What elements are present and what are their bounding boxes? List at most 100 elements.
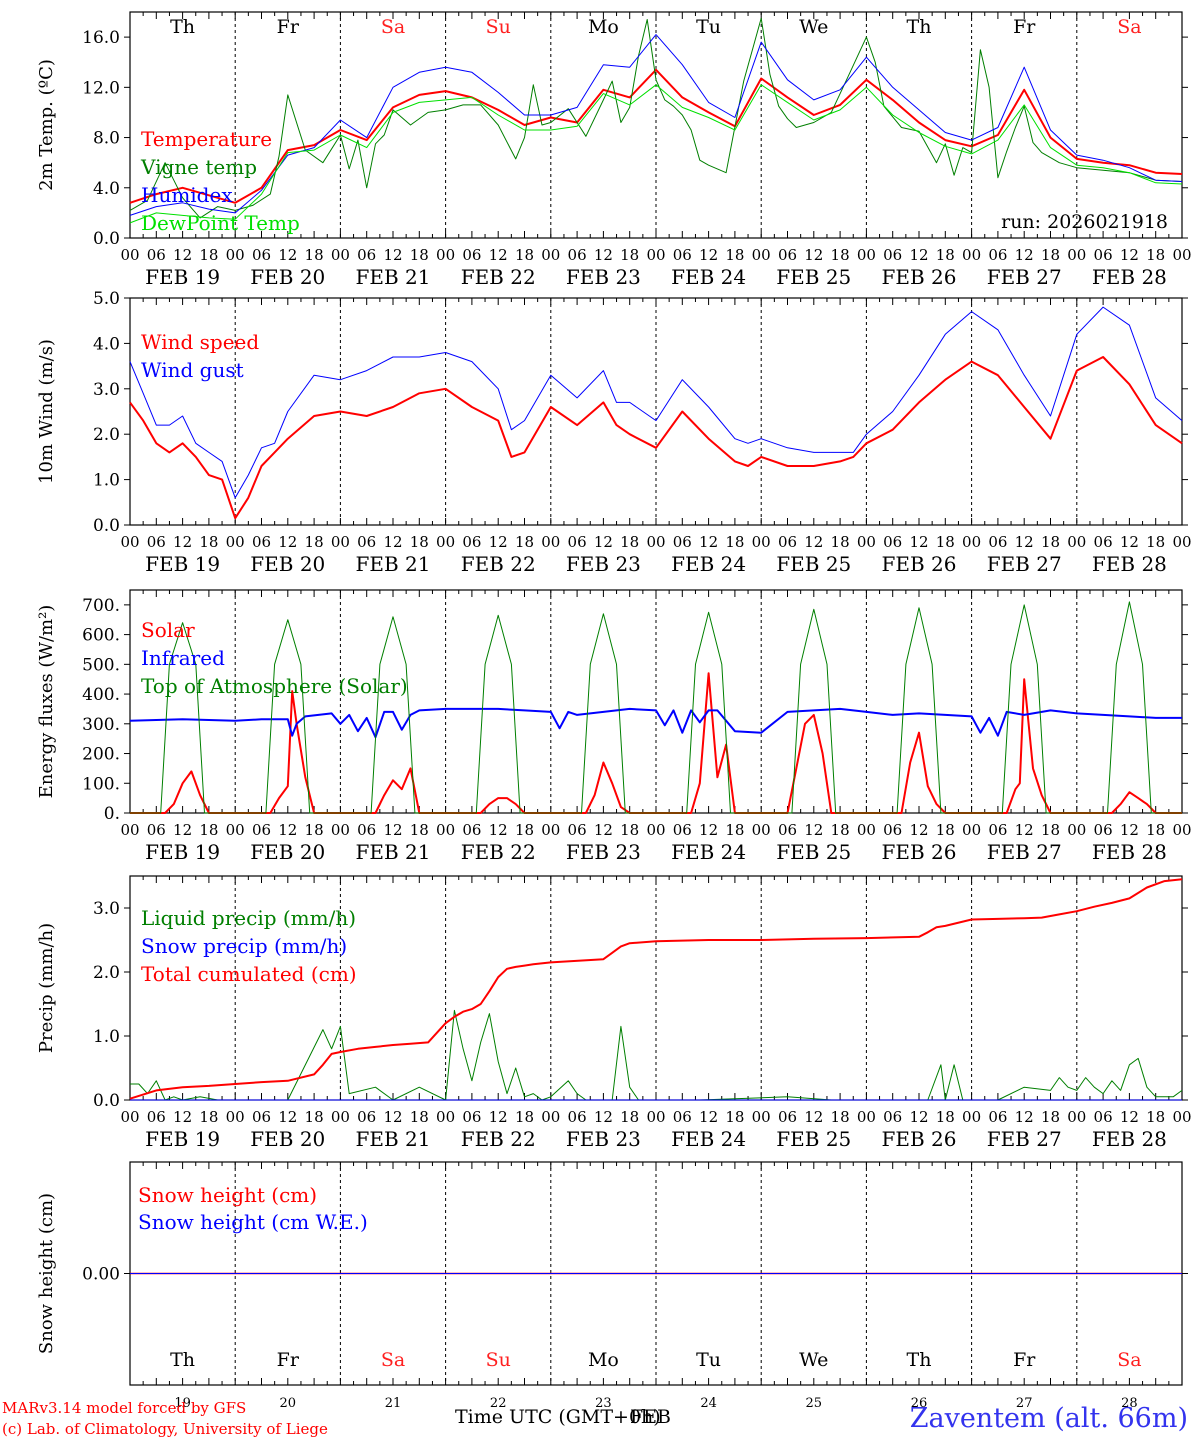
legend-entry: Wind speed — [141, 330, 259, 354]
series-line-temperature — [129, 68, 1183, 204]
x-hour-label: 00 — [1172, 1108, 1191, 1126]
y-tick-label: 1.0 — [93, 1027, 120, 1047]
x-hour-label: 00 — [752, 1108, 771, 1126]
y-tick-label: 3.0 — [93, 899, 120, 919]
x-hour-label: 06 — [1094, 246, 1113, 264]
x-hour-label: 18 — [1146, 246, 1165, 264]
x-hour-label: 06 — [462, 533, 481, 551]
x-hour-label: 06 — [252, 246, 271, 264]
x-hour-label: 06 — [462, 1108, 481, 1126]
meteogram-panels: 0.04.08.012.016.02m Temp. (ºC)00 06 12 18FE… — [36, 11, 1192, 1411]
y-tick-label: 600. — [82, 626, 120, 646]
x-hour-label: 12 — [804, 1108, 823, 1126]
x-hour-label: 00 — [120, 821, 139, 839]
weekday-label: Th — [170, 1349, 195, 1371]
x-hour-label: 18 — [305, 821, 324, 839]
x-date-label: FEB 23 — [566, 840, 641, 864]
x-hour-label: 12 — [804, 533, 823, 551]
x-hour-label: 00 — [1067, 533, 1086, 551]
legend-entry: DewPoint Temp — [141, 211, 300, 235]
x-hour-label: 06 — [147, 1108, 166, 1126]
x-hour-label: 18 — [515, 821, 534, 839]
x-axis-title-overlap: FEB — [630, 1406, 671, 1428]
legend-entry: Solar — [141, 618, 195, 642]
x-date-label: FEB 27 — [987, 552, 1062, 576]
x-date-label: FEB 19 — [145, 552, 220, 576]
y-tick-label: 0.0 — [93, 229, 120, 249]
weekday-label: Su — [486, 16, 511, 38]
x-hour-label: 00 — [226, 821, 245, 839]
x-date-label: FEB 28 — [1092, 552, 1167, 576]
y-tick-label: 2.0 — [93, 425, 120, 445]
x-hour-label: 12 — [1015, 533, 1034, 551]
x-date-label: FEB 21 — [356, 1127, 431, 1151]
x-hour-label: 00 — [331, 821, 350, 839]
x-hour-label: 00 — [646, 821, 665, 839]
weekday-label: Fr — [1013, 16, 1036, 38]
x-date-label: FEB 24 — [671, 265, 746, 289]
x-date-label: FEB 20 — [250, 265, 325, 289]
x-hour-label: 12 — [594, 246, 613, 264]
x-hour-label: 18 — [936, 246, 955, 264]
x-date-label: FEB 26 — [882, 265, 957, 289]
x-hour-label: 00 — [436, 246, 455, 264]
x-hour-label: 18 — [1146, 533, 1165, 551]
x-date-label: FEB 20 — [250, 840, 325, 864]
x-hour-label: 12 — [909, 821, 928, 839]
legend-entry: Top of Atmosphere (Solar) — [141, 674, 408, 698]
x-hour-label: 12 — [699, 533, 718, 551]
x-hour-label: 18 — [410, 821, 429, 839]
x-hour-label: 06 — [1094, 533, 1113, 551]
day-number-label: 19 — [174, 1396, 191, 1411]
weekday-label: Fr — [277, 16, 300, 38]
x-hour-label: 00 — [331, 533, 350, 551]
weekday-label: Su — [486, 1349, 511, 1371]
x-hour-label: 12 — [804, 246, 823, 264]
y-tick-label: 400. — [82, 685, 120, 705]
weekday-label: Fr — [1013, 1349, 1036, 1371]
x-hour-label: 06 — [673, 821, 692, 839]
x-hour-label: 18 — [725, 821, 744, 839]
x-hour-label: 12 — [383, 821, 402, 839]
x-hour-label: 00 — [1067, 246, 1086, 264]
x-hour-label: 06 — [988, 246, 1007, 264]
wind-panel: 0.0 1.0 2.0 3.0 4.0 5.0 10m Wind (m/s) 00 06 12 18… — [36, 289, 1192, 576]
x-hour-label: 18 — [725, 533, 744, 551]
x-date-label: FEB 24 — [671, 552, 746, 576]
x-hour-label: 18 — [725, 246, 744, 264]
series-line-vigne-temp — [129, 17, 1183, 219]
x-hour-label: 06 — [568, 246, 587, 264]
x-date-label: FEB 27 — [987, 1127, 1062, 1151]
x-hour-label: 18 — [515, 246, 534, 264]
x-date-label: FEB 28 — [1092, 1127, 1167, 1151]
x-hour-label: 12 — [1120, 246, 1139, 264]
x-hour-label: 12 — [278, 821, 297, 839]
day-number-label: 28 — [1121, 1396, 1138, 1411]
y-tick-label: 1.0 — [93, 471, 120, 491]
x-hour-label: 18 — [831, 821, 850, 839]
day-number-label: 22 — [490, 1396, 507, 1411]
x-hour-label: 18 — [305, 1108, 324, 1126]
series-line-total-cumulated-cm- — [129, 878, 1183, 1100]
series-line-dewpoint-temp — [129, 84, 1183, 224]
x-hour-label: 00 — [541, 533, 560, 551]
x-hour-label: 06 — [673, 1108, 692, 1126]
x-date-label: FEB 26 — [882, 840, 957, 864]
x-hour-label: 12 — [909, 533, 928, 551]
legend-entry: Total cumulated (cm) — [141, 962, 357, 986]
x-date-label: FEB 26 — [882, 1127, 957, 1151]
x-hour-label: 12 — [594, 821, 613, 839]
x-hour-label: 00 — [120, 246, 139, 264]
x-hour-label: 00 — [962, 533, 981, 551]
x-hour-label: 12 — [278, 533, 297, 551]
day-number-label: 25 — [806, 1396, 823, 1411]
x-date-label: FEB 21 — [356, 265, 431, 289]
legend-entry: Snow precip (mm/h) — [141, 934, 347, 958]
x-hour-label: 06 — [778, 1108, 797, 1126]
station-label: Zaventem (alt. 66m) — [910, 1403, 1188, 1434]
x-date-label: FEB 26 — [882, 552, 957, 576]
x-hour-label: 06 — [357, 533, 376, 551]
x-date-label: FEB 21 — [356, 552, 431, 576]
x-hour-label: 12 — [383, 246, 402, 264]
x-hour-label: 06 — [778, 246, 797, 264]
